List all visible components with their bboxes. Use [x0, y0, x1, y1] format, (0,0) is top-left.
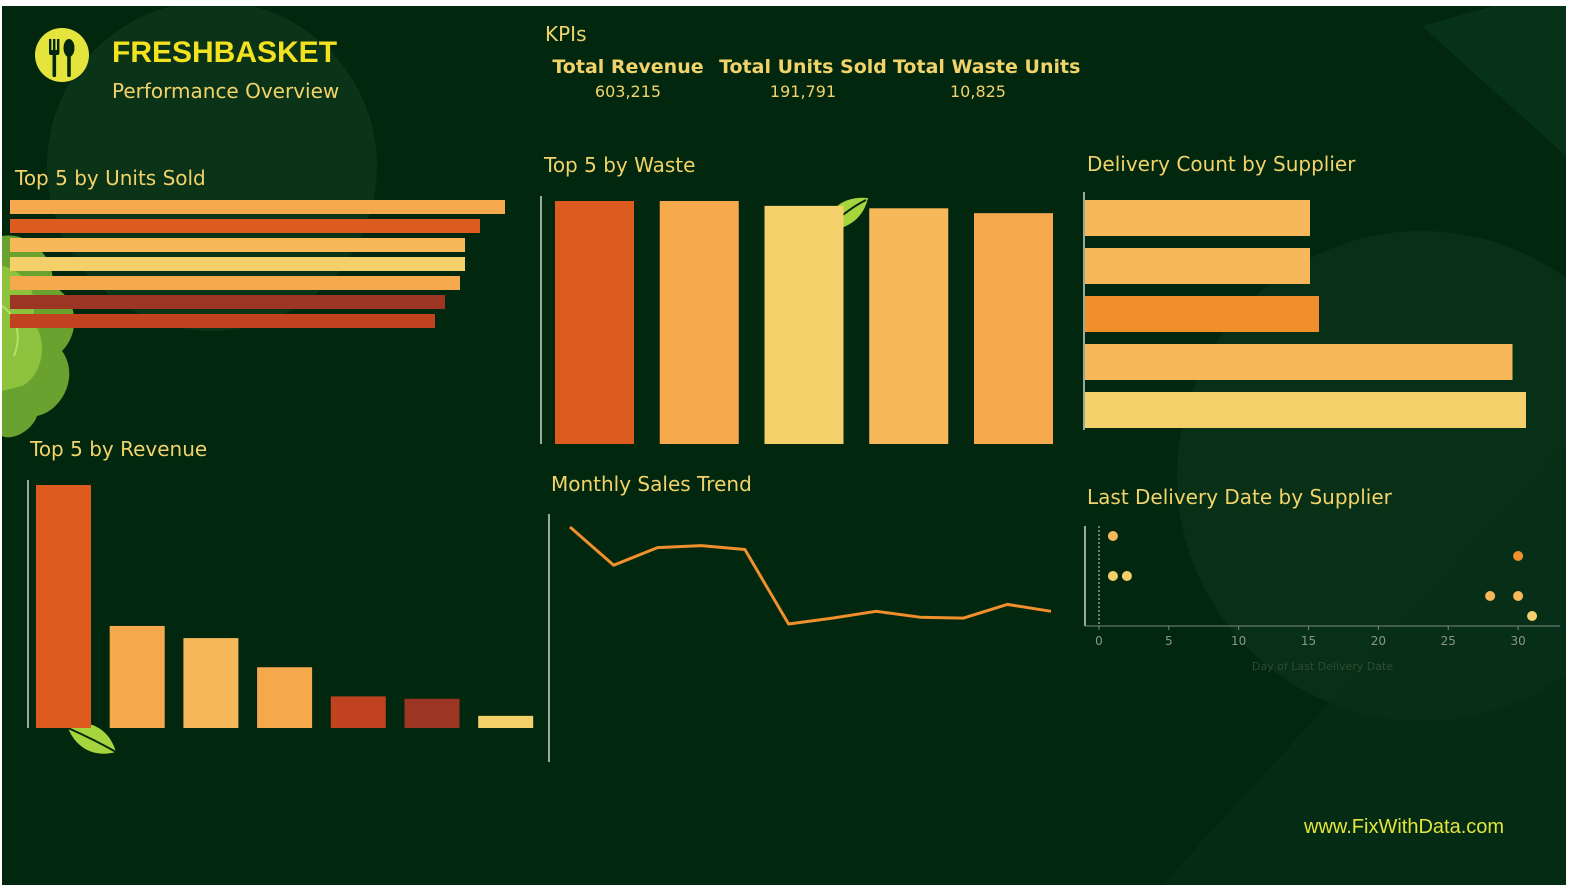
bar: [10, 257, 465, 271]
bar: [1085, 296, 1319, 332]
bar: [404, 698, 460, 728]
bar: [109, 625, 165, 728]
bar: [10, 200, 505, 214]
data-point: [1513, 551, 1524, 561]
x-axis-title: Day of Last Delivery Date: [1252, 660, 1393, 673]
data-point: [1527, 611, 1538, 621]
x-tick-label: 30: [1510, 634, 1525, 648]
chart-title-trend: Monthly Sales Trend: [551, 472, 752, 496]
dashboard-canvas: FRESHBASKET Performance Overview KPIs To…: [2, 6, 1566, 885]
bar: [764, 205, 844, 444]
kpi-value: 10,825: [950, 82, 1006, 101]
kpi-section-title: KPIs: [545, 22, 587, 46]
bar: [1085, 344, 1513, 380]
bar: [555, 201, 634, 444]
data-point: [1485, 591, 1496, 601]
kpi-total-revenue: Total Revenue 603,215: [543, 56, 713, 101]
units-sold-bar-chart: [10, 200, 505, 328]
bar: [330, 696, 386, 728]
bar: [974, 213, 1053, 444]
bar: [1085, 392, 1526, 428]
x-tick-label: 15: [1301, 634, 1316, 648]
chart-title-last-delivery: Last Delivery Date by Supplier: [1087, 485, 1392, 509]
logo-icon: [35, 28, 89, 82]
revenue-bar-chart: [27, 480, 534, 728]
bar: [1085, 248, 1310, 284]
kpi-total-waste-units: Total Waste Units 10,825: [893, 56, 1081, 101]
last-delivery-scatter-chart: 0 5 10 15 20 25 30 Day of Last Delivery Date: [1084, 526, 1560, 673]
delivery-count-bar-chart: [1083, 192, 1526, 430]
brand-subtitle: Performance Overview: [112, 79, 340, 103]
bar: [10, 295, 445, 309]
website-link[interactable]: www.FixWithData.com: [1304, 816, 1505, 838]
series-line: [569, 525, 1052, 626]
chart-title-revenue: Top 5 by Revenue: [30, 437, 208, 461]
chart-title-waste: Top 5 by Waste: [544, 153, 696, 177]
x-tick-label: 10: [1231, 634, 1246, 648]
kpi-label: Total Units Sold: [719, 56, 887, 78]
bar: [869, 208, 949, 444]
x-tick-label: 0: [1095, 634, 1103, 648]
kpi-label: Total Revenue: [552, 56, 704, 78]
x-tick-label: 5: [1165, 634, 1173, 648]
bar: [36, 485, 91, 728]
monthly-sales-line-chart: [548, 514, 1052, 762]
kpi-label: Total Waste Units: [893, 56, 1081, 78]
bar: [10, 276, 460, 290]
x-tick-label: 25: [1441, 634, 1456, 648]
bar: [257, 667, 313, 728]
bar: [10, 219, 480, 233]
kpi-total-units-sold: Total Units Sold 191,791: [718, 56, 888, 101]
chart-title-units: Top 5 by Units Sold: [15, 166, 206, 190]
data-point: [1107, 531, 1118, 541]
kpi-value: 191,791: [769, 82, 837, 101]
bar: [10, 238, 465, 252]
data-point: [1121, 571, 1132, 581]
kpi-value: 603,215: [594, 82, 662, 101]
x-tick-label: 20: [1371, 634, 1386, 648]
bar: [1085, 200, 1310, 236]
bar: [659, 201, 739, 444]
bar: [10, 314, 435, 328]
bar: [478, 715, 534, 728]
data-point: [1107, 571, 1118, 581]
bar: [183, 638, 239, 728]
chart-title-delivery: Delivery Count by Supplier: [1087, 152, 1356, 176]
waste-bar-chart: [540, 196, 1053, 444]
data-point: [1513, 591, 1524, 601]
brand-name: FRESHBASKET: [112, 36, 338, 69]
